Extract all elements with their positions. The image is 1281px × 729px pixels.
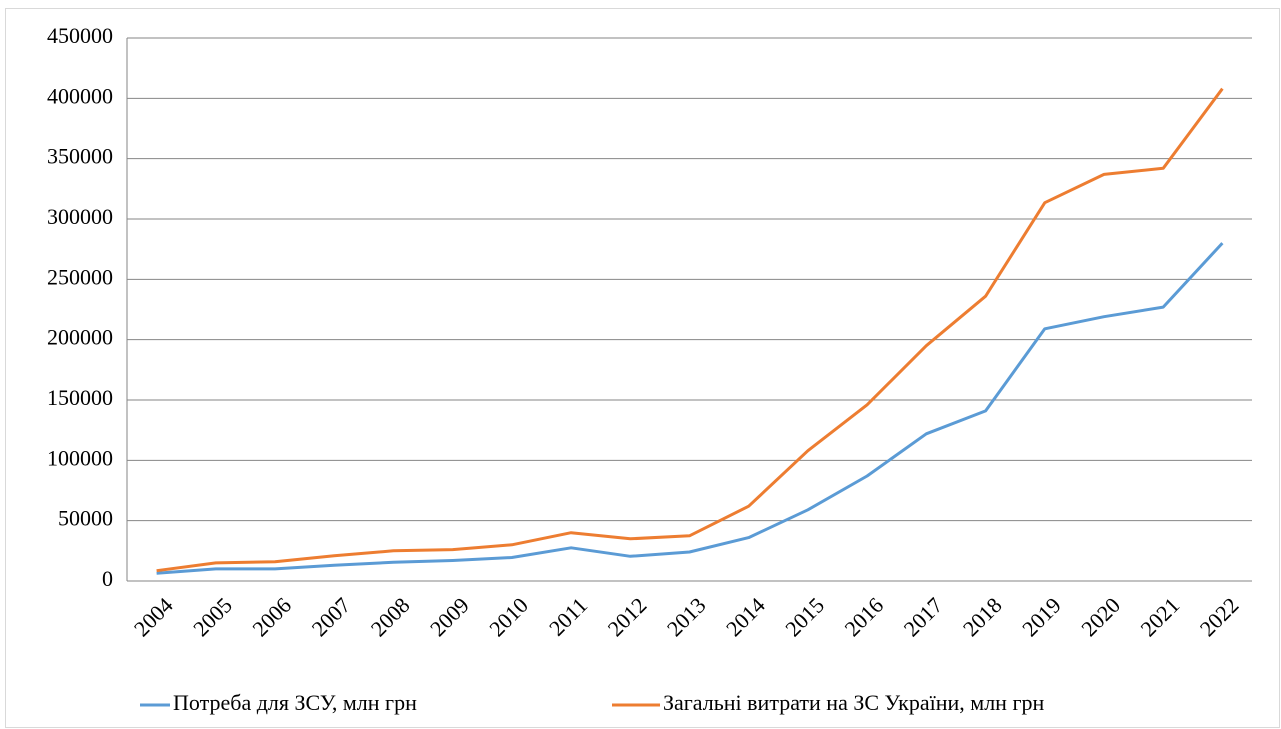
chart-border [5, 8, 1280, 728]
y-tick-label: 250000 [47, 264, 113, 289]
line-series [156, 242, 1224, 575]
y-tick-label: 400000 [47, 83, 113, 108]
y-tick-label: 300000 [47, 204, 113, 229]
y-tick-label: 0 [102, 566, 113, 591]
y-tick-label: 100000 [47, 445, 113, 470]
y-tick-label: 200000 [47, 325, 113, 350]
line-series [156, 87, 1224, 573]
legend-label: Загальні витрати на ЗС України, млн грн [663, 690, 1044, 715]
legend-label: Потреба для ЗСУ, млн грн [173, 690, 417, 715]
y-tick-label: 150000 [47, 385, 113, 410]
y-tick-label: 350000 [47, 144, 113, 169]
y-tick-label: 50000 [58, 506, 113, 531]
y-tick-label: 450000 [47, 23, 113, 48]
